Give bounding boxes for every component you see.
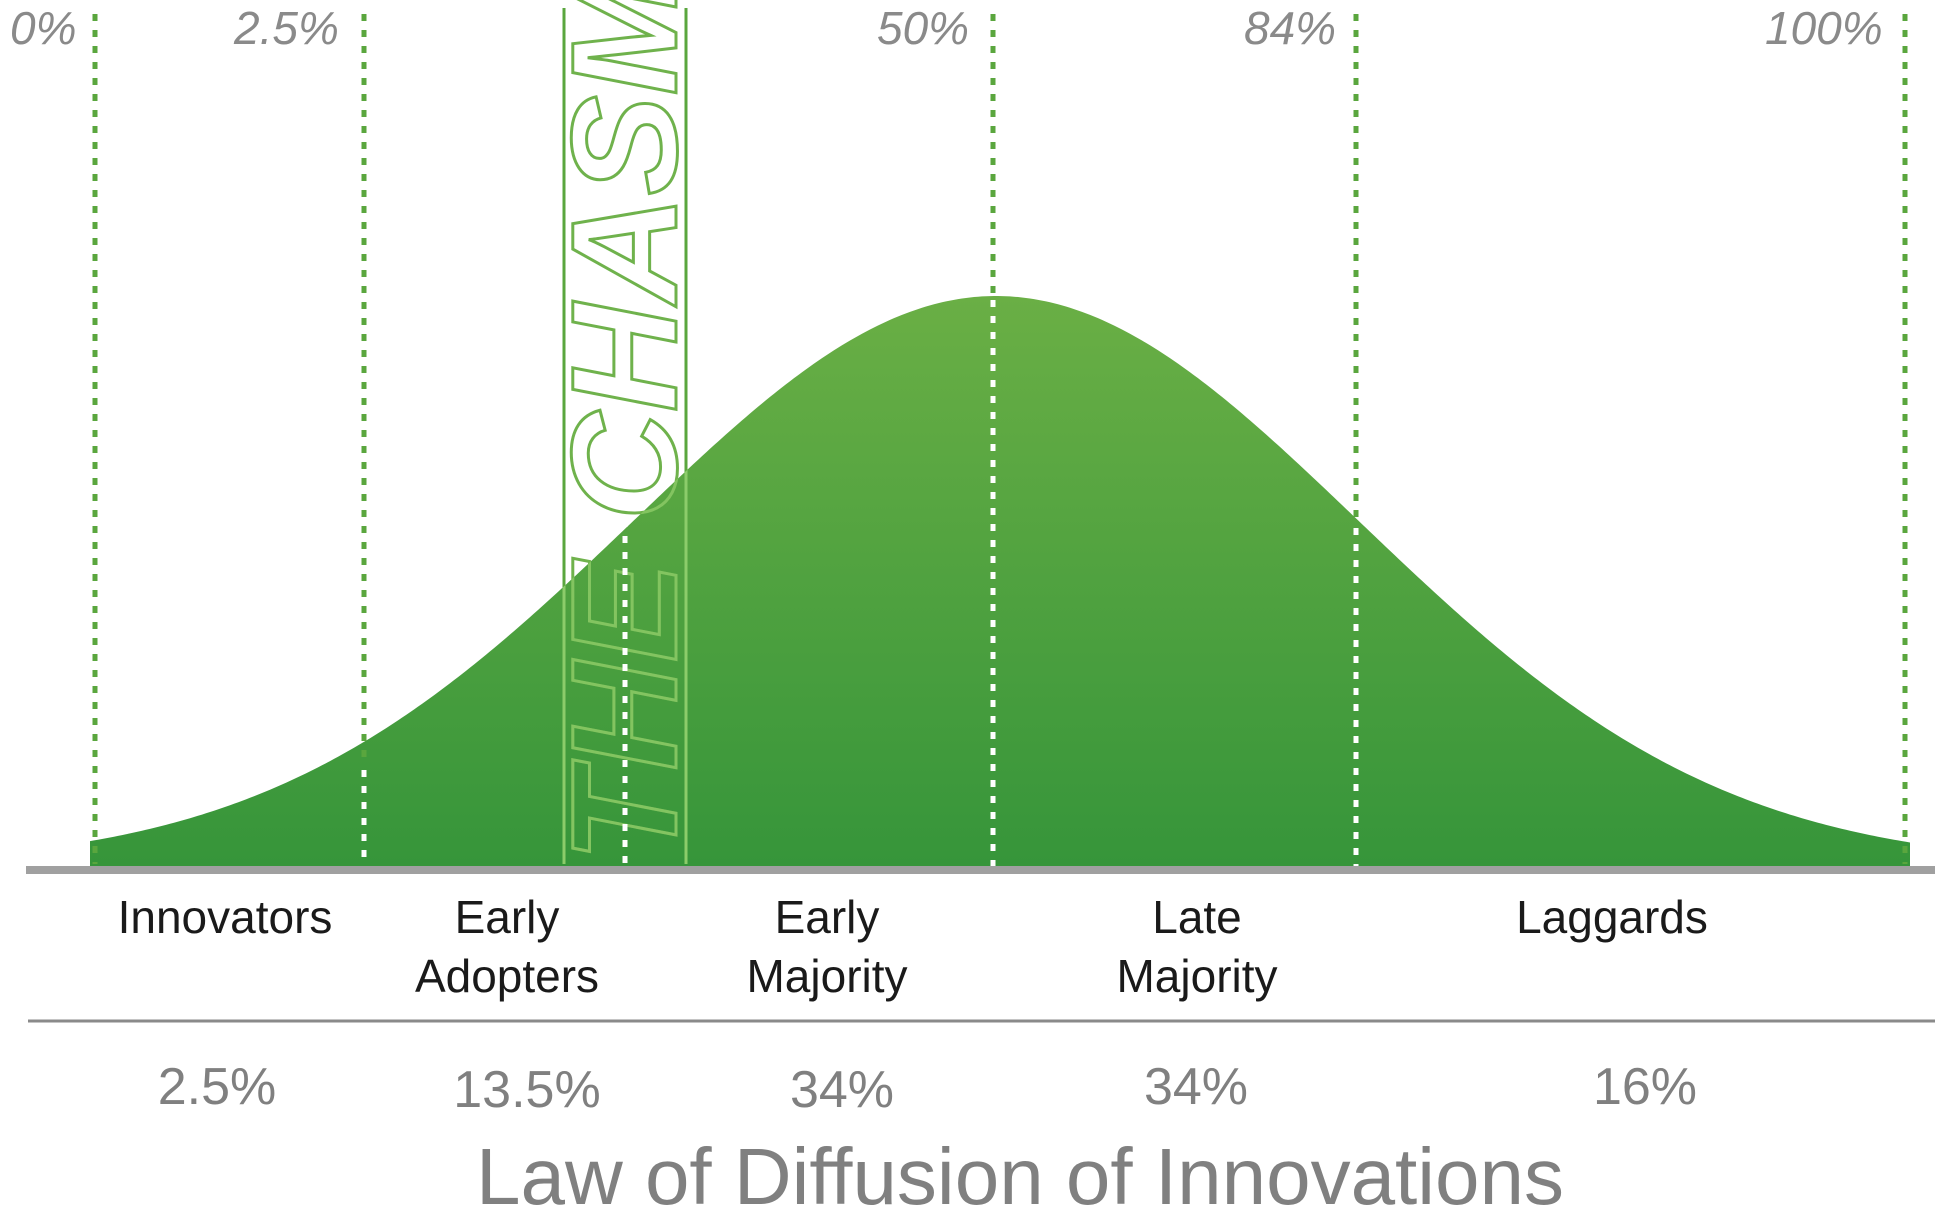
divider-lines xyxy=(92,14,1908,868)
segment-label-innovators: Innovators xyxy=(118,891,333,943)
segment-label-late-majority-line1: Late xyxy=(1152,891,1242,943)
share-early-adopters: 13.5% xyxy=(453,1061,600,1119)
segment-label-laggards: Laggards xyxy=(1516,891,1708,943)
segment-label-early-adopters-line1: Early xyxy=(455,891,560,943)
segment-label-early-majority-line1: Early xyxy=(775,891,880,943)
top-percentile-labels: 0% 2.5% 50% 84% 100% xyxy=(10,2,1883,54)
share-early-majority: 34% xyxy=(790,1061,894,1119)
percentile-label-50: 50% xyxy=(877,2,969,54)
share-late-majority: 34% xyxy=(1144,1058,1248,1116)
share-innovators: 2.5% xyxy=(158,1058,277,1116)
segment-label-early-adopters-line2: Adopters xyxy=(415,950,599,1002)
percentile-label-100: 100% xyxy=(1765,2,1883,54)
percentile-label-84: 84% xyxy=(1244,2,1336,54)
bell-curve-area xyxy=(90,296,1910,866)
diagram-title: Law of Diffusion of Innovations xyxy=(476,1132,1564,1211)
segment-label-early-majority-line2: Majority xyxy=(746,950,907,1002)
share-labels: 2.5% 13.5% 34% 34% 16% xyxy=(158,1058,1697,1119)
percentile-label-2-5: 2.5% xyxy=(233,2,339,54)
segment-labels: Innovators Early Adopters Early Majority… xyxy=(118,891,1708,1002)
share-laggards: 16% xyxy=(1593,1058,1697,1116)
percentile-label-0: 0% xyxy=(10,2,76,54)
segment-label-late-majority-line2: Majority xyxy=(1116,950,1277,1002)
chasm-band: THE CHASM THE CHASM xyxy=(539,0,710,864)
chasm-label: THE CHASM xyxy=(540,0,708,862)
